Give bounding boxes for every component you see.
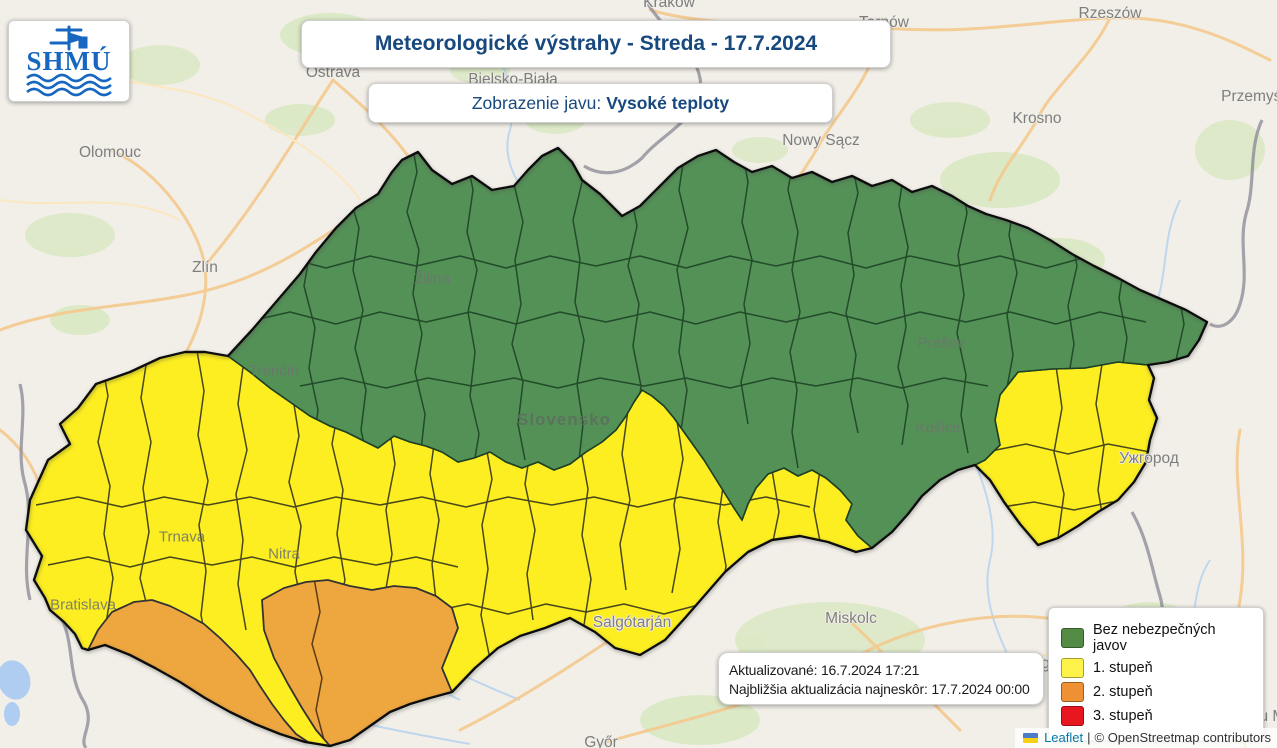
legend-item-level3: 3. stupeň	[1061, 706, 1251, 726]
legend-swatch-red	[1061, 706, 1084, 726]
district-borders-orange	[311, 580, 325, 741]
shmu-logo[interactable]: SHMÚ	[8, 20, 130, 102]
legend-swatch-green	[1061, 628, 1084, 648]
update-info-box: Aktualizované: 16.7.2024 17:21 Najbližši…	[718, 652, 1044, 705]
legend-item-no-warning: Bez nebezpečných javov	[1061, 622, 1251, 654]
page-title: Meteorologické výstrahy - Streda - 17.7.…	[374, 32, 818, 55]
lake-neusiedl	[0, 660, 31, 726]
legend-swatch-orange	[1061, 682, 1084, 702]
warning-legend: Bez nebezpečných javov 1. stupeň 2. stup…	[1048, 607, 1264, 741]
legend-item-level1: 1. stupeň	[1061, 658, 1251, 678]
subtitle-banner: Zobrazenie javu: Vysoké teploty	[368, 83, 833, 123]
phenomenon-value: Vysoké teploty	[606, 92, 730, 113]
leaflet-link[interactable]: Leaflet	[1044, 730, 1084, 745]
map-attribution: Leaflet | © OpenStreetmap contributors	[1015, 728, 1277, 748]
attribution-separator: |	[1087, 730, 1091, 745]
ukraine-flag-icon	[1023, 732, 1039, 743]
shmu-logo-graphic: SHMÚ	[26, 25, 112, 97]
legend-item-level2: 2. stupeň	[1061, 682, 1251, 702]
warning-region-komarno-level2[interactable]	[261, 579, 459, 747]
shmu-logo-text: SHMÚ	[27, 46, 112, 76]
phenomenon-selector-label: Zobrazenie javu: Vysoké teploty	[471, 92, 730, 113]
updated-at-text: Aktualizované: 16.7.2024 17:21	[729, 662, 920, 678]
slovakia-border-outline	[24, 146, 1209, 748]
title-banner: Meteorologické výstrahy - Streda - 17.7.…	[301, 20, 891, 68]
legend-swatch-yellow	[1061, 658, 1084, 678]
next-update-text: Najbližšia aktualizácia najneskôr: 17.7.…	[729, 681, 1030, 697]
osm-attribution-text: © OpenStreetmap contributors	[1094, 730, 1272, 745]
